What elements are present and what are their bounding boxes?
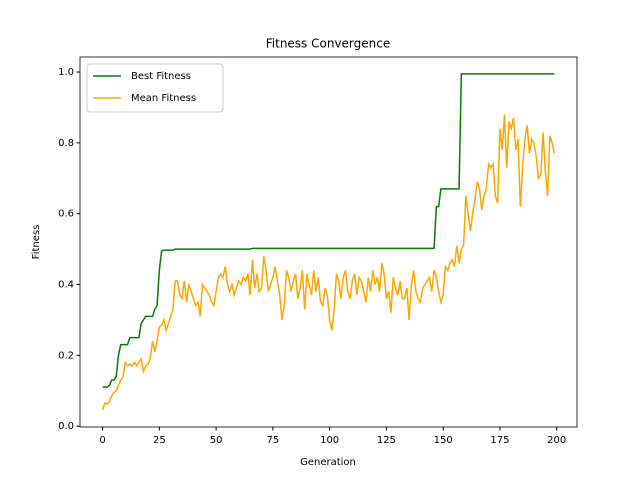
x-axis-label: Generation	[300, 457, 356, 468]
x-tick-label: 0	[99, 435, 105, 446]
y-tick-label: 0.8	[58, 138, 74, 149]
x-tick-label: 50	[210, 435, 223, 446]
x-tick-label: 75	[267, 435, 280, 446]
y-tick-label: 0.4	[58, 279, 74, 290]
y-tick-label: 0.2	[58, 350, 74, 361]
x-tick-label: 150	[434, 435, 453, 446]
series-line	[101, 114, 556, 411]
y-axis-label: Fitness	[31, 225, 42, 260]
plot-frame	[79, 56, 578, 428]
series-line	[102, 73, 555, 388]
x-tick-label: 125	[377, 435, 396, 446]
x-tick-label: 25	[153, 435, 166, 446]
y-tick-label: 0.0	[58, 421, 74, 432]
legend-label: Mean Fitness	[131, 93, 196, 104]
y-tick-label: 0.6	[58, 209, 74, 220]
y-tick-label: 1.0	[58, 67, 74, 78]
x-tick-label: 200	[547, 435, 566, 446]
chart-title: Fitness Convergence	[266, 37, 391, 51]
x-tick-label: 175	[490, 435, 509, 446]
legend-label: Best Fitness	[131, 71, 191, 82]
x-tick-label: 100	[320, 435, 339, 446]
